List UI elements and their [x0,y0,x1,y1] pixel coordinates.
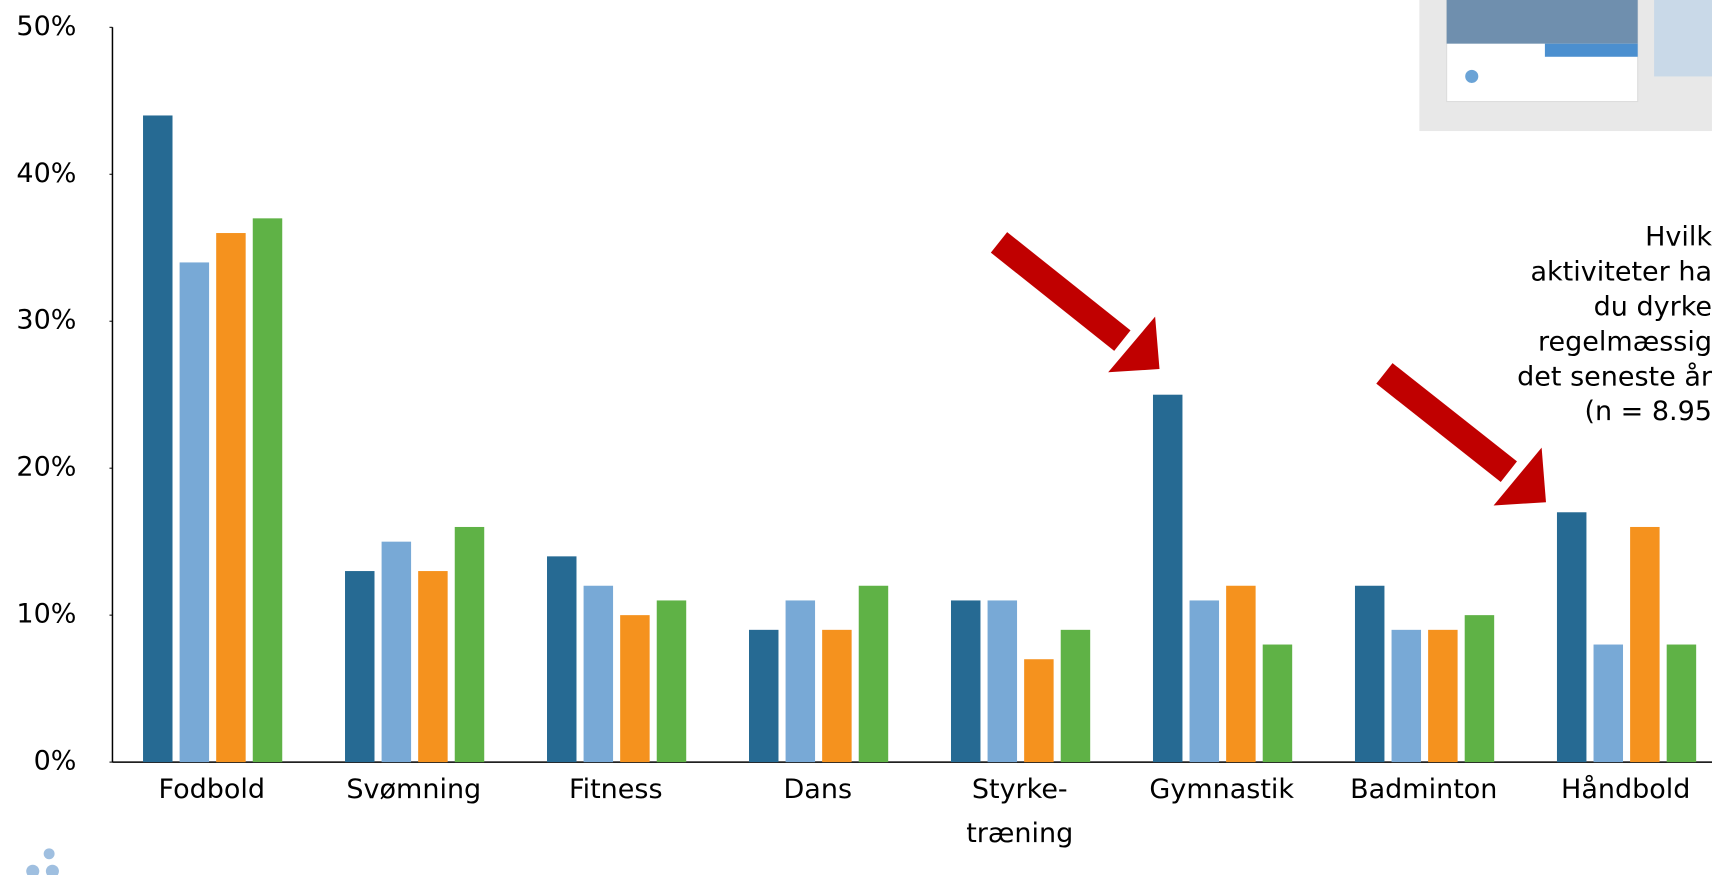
thumbnail-back [1654,0,1712,77]
logo-dot [43,848,55,860]
annotation: regelmæssig [1538,326,1712,357]
arrow-head [1108,316,1160,373]
arrow-head [1493,447,1546,506]
annotation: Hvilk [1645,222,1712,253]
bar [1354,585,1385,763]
bar [143,115,173,763]
annotation: aktiviteter ha [1531,256,1712,287]
logo-dot [26,864,40,875]
bar [345,571,375,763]
y-tick-label: 0% [34,746,77,777]
x-tick-label: Gymnastik [1149,774,1295,805]
x-tick-label: Badminton [1350,774,1498,805]
x-tick-label: Fitness [569,774,663,805]
bar [950,600,981,763]
bar [656,600,687,763]
bar [1189,600,1220,763]
thumbnail-band [1544,43,1638,57]
bar [1556,512,1587,763]
annotation: det seneste år [1517,361,1712,392]
y-tick-label: 10% [16,599,76,630]
bar [1024,659,1054,763]
bar [454,526,485,763]
bar [1428,629,1458,763]
bar [179,262,210,763]
thumbnail-logo [1465,69,1479,83]
bar [1060,629,1091,763]
decorations [26,0,1712,875]
x-tick-label: Dans [783,774,853,805]
bar [1630,526,1660,763]
bar [858,585,889,763]
y-tick-label: 30% [16,305,76,336]
bar [547,556,577,763]
annotation: du dyrke [1594,291,1712,322]
y-tick-label: 50% [16,11,76,42]
bar [1391,629,1422,763]
annotation: (n = 8.95 [1584,396,1712,427]
bar [749,629,779,763]
x-tick-label: Fodbold [158,774,266,805]
x-tick-label: Styrke- træning [966,774,1074,849]
y-tick-label: 20% [16,452,76,483]
arrow [990,232,1131,351]
bar [1262,644,1293,763]
bar [785,600,816,763]
bar [252,218,283,763]
bar [1226,585,1256,763]
bar [418,571,448,763]
bar [583,585,614,763]
bar [381,541,412,763]
bar [620,615,650,763]
bar [822,629,852,763]
thumbnail-photo [1446,0,1638,44]
bar [1666,644,1697,763]
logo-dot [45,864,59,875]
bar [1152,394,1183,763]
arrow [1376,363,1517,482]
bar [1593,644,1624,763]
bar [1464,615,1495,763]
bar [216,233,246,763]
x-tick-label: Svømning [346,774,482,805]
y-tick-label: 40% [16,158,76,189]
bar [987,600,1018,763]
x-tick-label: Håndbold [1561,774,1691,805]
